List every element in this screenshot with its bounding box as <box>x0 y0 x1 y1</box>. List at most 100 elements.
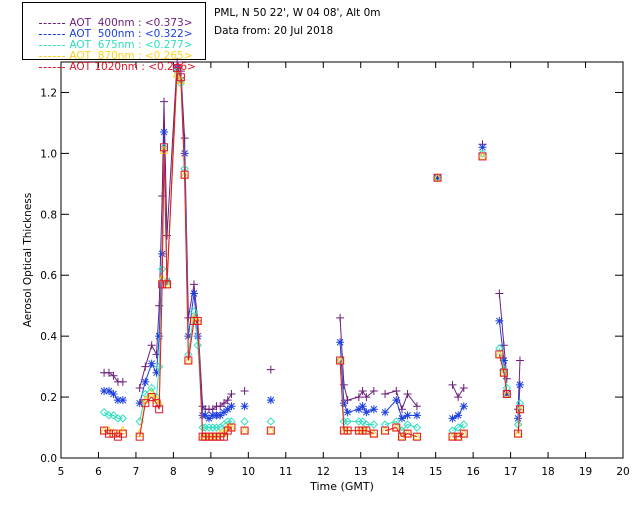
data-point <box>141 362 150 371</box>
data-point <box>223 396 232 405</box>
data-point <box>478 151 487 160</box>
data-point <box>216 411 225 420</box>
data-point <box>104 368 113 377</box>
x-tick-label: 18 <box>541 466 554 478</box>
data-point <box>448 414 457 423</box>
data-point <box>190 289 199 298</box>
series-layer <box>99 58 525 441</box>
x-tick-label: 16 <box>466 466 480 478</box>
data-point <box>403 390 412 399</box>
data-point <box>118 414 128 423</box>
data-point <box>160 128 169 137</box>
x-tick-label: 14 <box>392 466 406 478</box>
data-point <box>403 429 412 438</box>
data-point <box>109 371 118 380</box>
data-point <box>412 402 421 411</box>
data-point <box>336 338 345 347</box>
data-point <box>240 402 249 411</box>
data-point <box>141 389 150 399</box>
data-point <box>240 386 249 395</box>
data-point <box>223 405 232 414</box>
data-point <box>240 425 249 435</box>
data-point <box>381 426 390 435</box>
data-point <box>204 414 213 423</box>
data-point <box>412 411 421 420</box>
data-point <box>495 344 504 353</box>
data-point <box>135 383 144 392</box>
legend-label-870nm: AOT 870nm : <0.265> <box>69 50 193 62</box>
data-point <box>502 390 511 399</box>
y-tick-label: 0.0 <box>40 453 57 465</box>
series-line <box>103 67 521 438</box>
x-tick-label: 7 <box>133 466 140 478</box>
data-point <box>381 390 390 399</box>
data-point <box>343 426 352 435</box>
data-point <box>104 386 113 395</box>
legend-line-icon <box>39 55 66 57</box>
y-tick-label: 1.2 <box>40 87 57 99</box>
data-point <box>515 405 524 414</box>
data-point <box>502 390 511 399</box>
data-point <box>499 356 508 365</box>
y-tick-label: 0.6 <box>40 270 57 282</box>
x-tick-label: 20 <box>616 466 629 478</box>
data-point <box>201 423 210 432</box>
data-point <box>459 429 468 438</box>
data-point <box>433 173 442 182</box>
x-tick-label: 19 <box>579 466 592 478</box>
data-point <box>454 411 463 420</box>
data-point <box>343 417 352 426</box>
data-point <box>433 173 442 182</box>
data-point <box>104 429 113 438</box>
data-point <box>184 355 193 365</box>
data-point <box>412 423 422 432</box>
data-point <box>109 390 118 399</box>
data-point <box>448 426 457 435</box>
data-point <box>227 423 236 432</box>
data-point <box>495 350 504 359</box>
x-tick-label: 17 <box>504 466 517 478</box>
data-point <box>155 332 164 341</box>
data-point <box>266 425 276 435</box>
y-tick-label: 0.2 <box>40 392 57 404</box>
data-point <box>184 356 193 365</box>
data-point <box>147 393 156 402</box>
data-point <box>118 429 127 438</box>
data-point <box>204 423 214 432</box>
data-point <box>152 368 161 377</box>
data-point <box>343 408 352 417</box>
data-point <box>369 420 379 429</box>
data-point <box>118 396 127 405</box>
data-point <box>208 423 217 432</box>
legend-entry-675nm: AOT 675nm : <0.277> <box>26 26 193 51</box>
data-point <box>448 432 457 441</box>
data-point <box>193 341 202 350</box>
data-point <box>369 429 378 438</box>
data-point <box>190 280 199 289</box>
legend-entry-870nm: AOT 870nm : <0.265> <box>26 37 193 62</box>
data-point <box>100 386 109 395</box>
data-point <box>180 134 189 143</box>
data-point <box>392 386 401 395</box>
data-point <box>99 408 109 417</box>
data-point <box>193 316 202 325</box>
plot-area <box>60 61 624 459</box>
data-point <box>227 417 236 426</box>
data-point <box>266 417 276 426</box>
data-point <box>155 405 164 414</box>
data-point <box>141 377 150 386</box>
data-point <box>514 414 523 423</box>
data-point <box>392 423 401 432</box>
data-point <box>369 386 378 395</box>
data-point <box>201 411 210 420</box>
data-point <box>118 377 127 386</box>
data-point <box>478 149 487 158</box>
data-point <box>392 422 401 432</box>
data-point <box>358 402 367 411</box>
data-point <box>189 307 199 316</box>
data-point <box>495 289 504 298</box>
x-tick-label: 11 <box>279 466 292 478</box>
data-point <box>152 399 161 408</box>
data-point <box>381 408 390 417</box>
legend-entry-500nm: AOT 500nm : <0.322> <box>26 15 193 40</box>
